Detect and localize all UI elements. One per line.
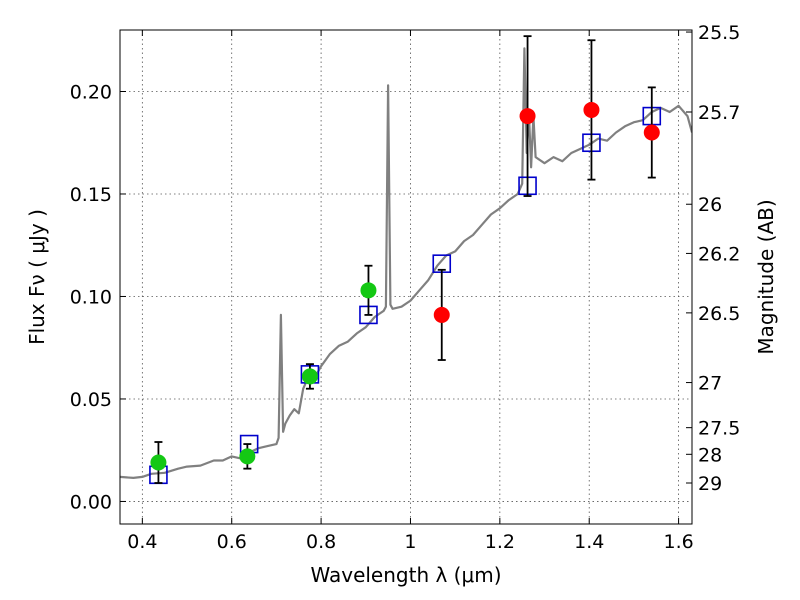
y2-tick-label: 28 [698,444,722,466]
spectrum-line [120,47,692,479]
grid [120,30,692,524]
y2-tick-label: 26 [698,194,722,216]
y2-tick-label: 27.5 [698,418,740,440]
y2-axis-title: Magnitude (AB) [754,199,778,354]
data-point [583,101,600,118]
x-axis-title: Wavelength λ (μm) [310,563,501,587]
x-tick-label: 0.8 [306,531,336,553]
y-axis-title: Flux Fν ( μJy ) [25,209,49,345]
data-point [433,306,450,323]
y-tick-label: 0.20 [70,81,112,103]
data-point [360,282,377,299]
x-tick-label: 0.6 [217,531,247,553]
data-point [301,368,318,385]
plot-frame [119,29,693,525]
x-tick-label: 1 [404,531,416,553]
y2-tick-label: 25.7 [698,102,740,124]
data-point [643,124,660,141]
y-tick-label: 0.15 [70,184,112,206]
y2-tick-label: 29 [698,473,722,495]
y2-tick-label: 27 [698,373,722,395]
x-tick-label: 1.6 [663,531,693,553]
y-tick-label: 0.05 [70,389,112,411]
plot-data [120,35,692,485]
data-point [150,454,167,471]
data-point [519,108,536,125]
y-tick-label: 0.00 [70,491,112,513]
y2-tick-label: 25.5 [698,22,740,44]
y2-tick-label: 26.2 [698,243,740,265]
data-point [239,448,256,465]
x-tick-label: 0.4 [127,531,157,553]
y2-tick-label: 26.5 [698,303,740,325]
x-tick-label: 1.4 [574,531,604,553]
y-tick-label: 0.10 [70,286,112,308]
axis-ticks: 0.4 0.6 0.8 1 1.2 1.4 1.6 0.00 0.05 0.10 0.15 0.20 2… [70,22,741,553]
x-tick-label: 1.2 [485,531,515,553]
